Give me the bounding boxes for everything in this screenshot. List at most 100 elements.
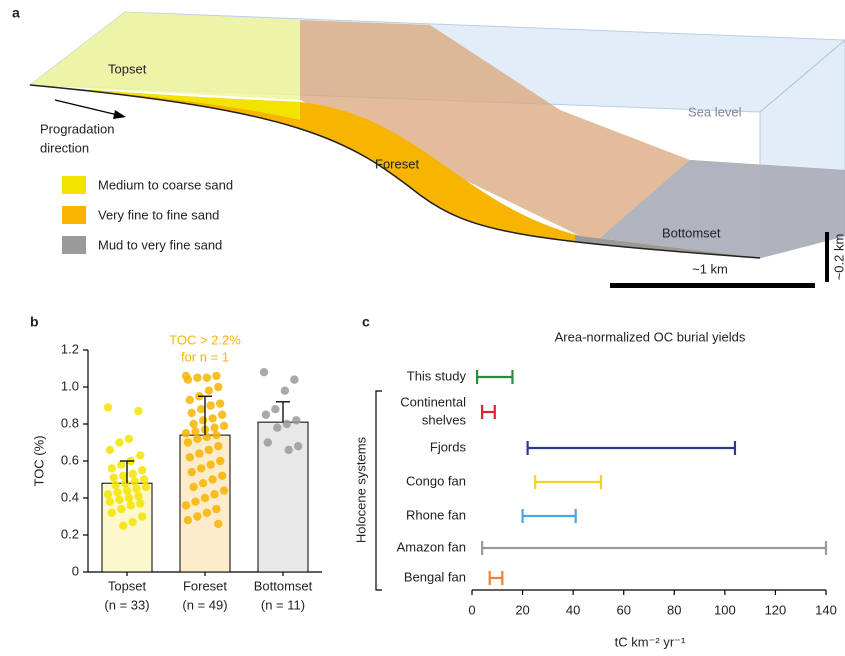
y-tick-label: 0.2 [61,526,79,541]
data-point [134,407,142,415]
data-point [214,442,222,450]
scale-bar [610,283,815,288]
data-point [132,485,140,493]
arrow [55,100,122,116]
data-point [199,479,207,487]
data-point [197,464,205,472]
data-point [104,403,112,411]
label: Topset [108,61,147,76]
data-point [182,429,190,437]
data-point [212,372,220,380]
category-label: Bengal fan [404,569,466,584]
y-tick-label: 0.6 [61,452,79,467]
x-tick-label: 100 [714,602,736,617]
data-point [290,375,298,383]
data-point [136,499,144,507]
data-point [220,486,228,494]
category-label: This study [407,368,467,383]
label: direction [40,140,89,155]
data-point [188,468,196,476]
data-point [186,453,194,461]
scale-bar [825,232,829,282]
data-point [138,466,146,474]
data-point [104,490,112,498]
category-label: Amazon fan [397,539,466,554]
topset-surface [30,12,300,100]
data-point [264,438,272,446]
data-point [218,472,226,480]
chart-title: Area-normalized OC burial yields [555,329,746,344]
data-point [218,411,226,419]
data-point [108,464,116,472]
data-point [182,501,190,509]
data-point [127,501,135,509]
y-tick-label: 0 [72,563,79,578]
x-tick-label: 60 [616,602,630,617]
x-tick-label: 140 [815,602,837,617]
data-point [113,488,121,496]
data-point [129,470,137,478]
data-point [212,505,220,513]
label: Foreset [375,156,419,171]
legend-label: Very fine to fine sand [98,207,219,222]
scale-label: ~0.2 km [831,234,845,281]
x-tick-label: 20 [515,602,529,617]
y-tick-label: 0.4 [61,489,79,504]
data-point [184,516,192,524]
data-point [260,368,268,376]
x-tick-note: (n = 11) [261,597,305,612]
category-label: Continental [400,394,466,409]
data-point [125,494,133,502]
x-tick-label: 0 [468,602,475,617]
category-label: Congo fan [406,473,466,488]
data-point [210,490,218,498]
data-point [117,505,125,513]
data-point [292,416,300,424]
x-tick-label: Bottomset [254,578,313,593]
legend-swatch [62,236,86,254]
figure: a Topset Foreset Bottomset Sea level Pro… [0,0,845,656]
data-point [283,420,291,428]
data-point [273,424,281,432]
x-tick-note: (n = 49) [182,597,227,612]
data-point [142,483,150,491]
data-point [285,446,293,454]
data-point [201,494,209,502]
label: Sea level [688,104,742,119]
x-tick-label: 80 [667,602,681,617]
data-point [203,509,211,517]
legend-swatch [62,176,86,194]
data-point [108,509,116,517]
x-tick-label: Foreset [183,578,227,593]
data-point [191,427,199,435]
y-tick-label: 1.0 [61,378,79,393]
data-point [205,446,213,454]
category-label: shelves [422,412,467,427]
data-point [138,512,146,520]
data-point [140,475,148,483]
data-point [281,387,289,395]
data-point [121,479,129,487]
label: Bottomset [662,225,721,240]
legend-label: Medium to coarse sand [98,177,233,192]
data-point [193,374,201,382]
x-tick-label: 120 [765,602,787,617]
data-point [130,477,138,485]
data-point [199,416,207,424]
data-point [129,518,137,526]
data-point [212,431,220,439]
x-tick-note: (n = 33) [104,597,149,612]
data-point [294,442,302,450]
data-point [203,374,211,382]
data-point [186,396,194,404]
data-point [220,422,228,430]
data-point [203,433,211,441]
data-point [271,405,279,413]
y-axis-label: TOC (%) [31,435,46,486]
panel-label: b [30,314,39,330]
data-point [216,457,224,465]
category-label: Fjords [430,439,467,454]
x-axis-label: tC km⁻² yr⁻¹ [615,634,686,649]
scale-label: ~1 km [692,261,728,276]
annotation: TOC > 2.2% [169,332,241,347]
